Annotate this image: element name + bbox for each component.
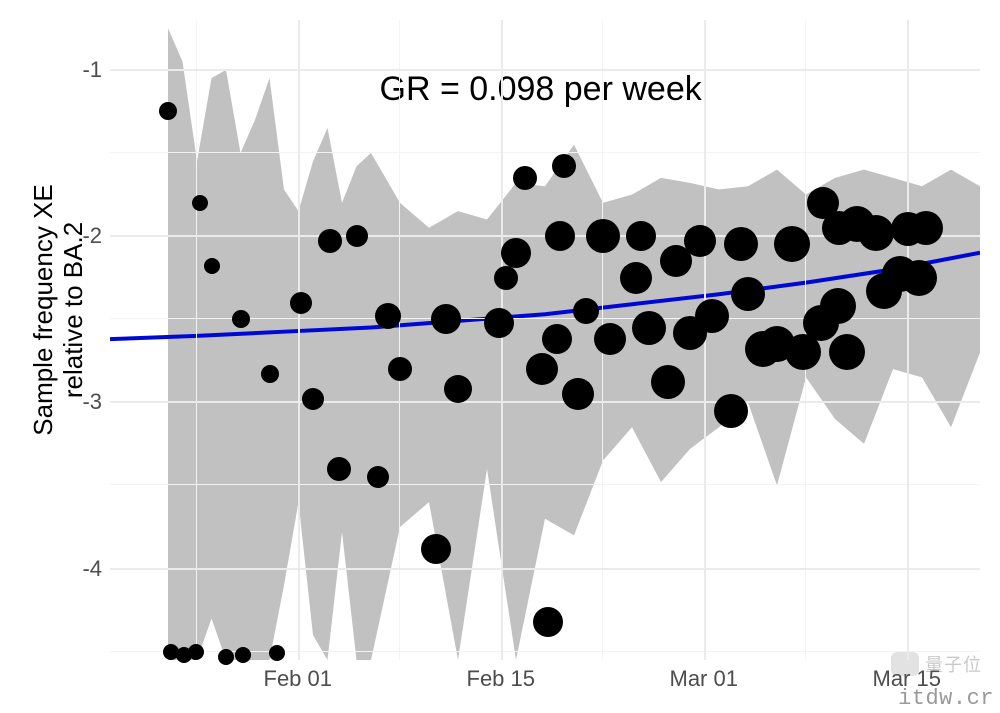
- data-point: [526, 353, 558, 385]
- data-point: [562, 378, 594, 410]
- data-point: [594, 323, 626, 355]
- data-point: [620, 262, 652, 294]
- x-tick-label: Feb 01: [264, 666, 333, 692]
- data-point: [573, 298, 599, 324]
- data-point: [484, 308, 514, 338]
- data-point: [431, 304, 461, 334]
- data-point: [632, 311, 666, 345]
- chart-container: Sample frequency XE relative to BA.2 GR …: [0, 0, 1000, 713]
- data-point: [192, 195, 208, 211]
- data-point: [494, 266, 518, 290]
- data-point: [829, 334, 865, 370]
- data-point: [421, 534, 451, 564]
- x-tick-label: Feb 15: [467, 666, 536, 692]
- data-point: [651, 365, 685, 399]
- data-point: [774, 226, 810, 262]
- data-point: [626, 221, 656, 251]
- data-point: [346, 225, 368, 247]
- data-point: [269, 645, 285, 661]
- data-point: [695, 299, 729, 333]
- data-point: [820, 288, 856, 324]
- y-axis-title-line1: Sample frequency XE: [28, 184, 58, 435]
- data-point: [684, 225, 716, 257]
- data-point: [318, 229, 342, 253]
- data-point: [542, 324, 572, 354]
- data-point: [375, 303, 401, 329]
- chart-annotation-text: GR = 0.098 per week: [380, 70, 702, 108]
- data-point: [513, 166, 537, 190]
- y-tick-label: -2: [82, 223, 102, 249]
- chart-annotation: GR = 0.098 per week: [380, 70, 702, 109]
- data-point: [218, 649, 234, 665]
- data-point: [290, 292, 312, 314]
- gridline-h-major: [110, 69, 980, 71]
- data-point: [367, 466, 389, 488]
- data-point: [533, 607, 563, 637]
- data-point: [232, 310, 250, 328]
- data-point: [159, 102, 177, 120]
- x-tick-label: Mar 01: [670, 666, 738, 692]
- data-point: [235, 647, 251, 663]
- data-point: [444, 375, 472, 403]
- gridline-v-minor: [399, 20, 400, 660]
- y-tick-label: -4: [82, 556, 102, 582]
- data-point: [545, 221, 575, 251]
- y-tick-label: -3: [82, 389, 102, 415]
- data-point: [909, 211, 943, 245]
- data-point: [731, 277, 765, 311]
- data-point: [388, 357, 412, 381]
- gridline-v-major: [907, 20, 909, 660]
- y-tick-label: -1: [82, 57, 102, 83]
- y-axis-title: Sample frequency XE: [28, 180, 59, 440]
- data-point: [261, 365, 279, 383]
- data-point: [327, 457, 351, 481]
- gridline-v-major: [298, 20, 300, 660]
- x-tick-label: Mar 15: [873, 666, 941, 692]
- data-point: [586, 219, 620, 253]
- data-point: [188, 644, 204, 660]
- gridline-v-minor: [196, 20, 197, 660]
- data-point: [552, 154, 576, 178]
- data-point: [901, 260, 937, 296]
- gridline-h-major: [110, 401, 980, 403]
- data-point: [858, 215, 894, 251]
- data-point: [724, 227, 758, 261]
- data-point: [204, 258, 220, 274]
- data-point: [302, 388, 324, 410]
- gridline-h-minor: [110, 484, 980, 485]
- data-point: [714, 394, 748, 428]
- gridline-h-minor: [110, 152, 980, 153]
- gridline-v-major: [501, 20, 503, 660]
- data-point: [501, 238, 531, 268]
- gridline-h-major: [110, 568, 980, 570]
